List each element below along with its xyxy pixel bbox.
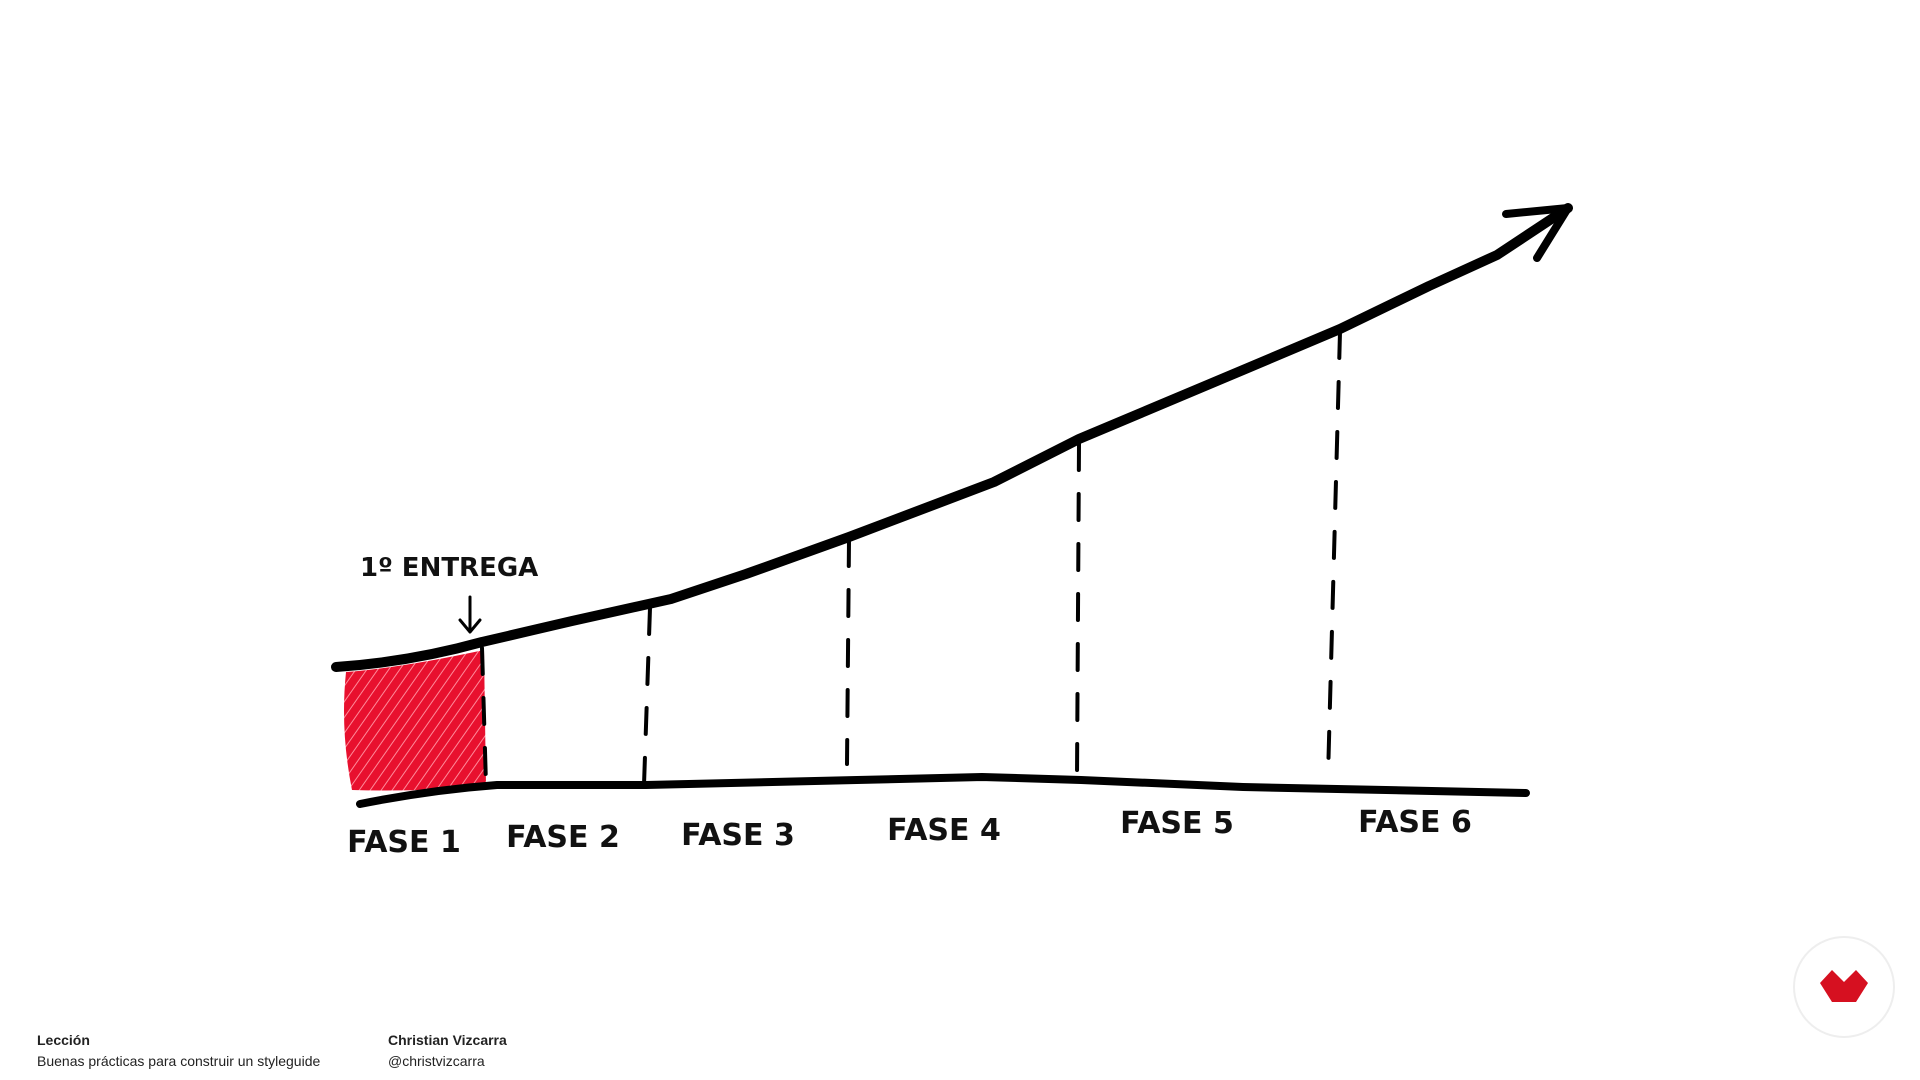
arrow-head [1502,204,1572,262]
author: Christian Vizcarra [388,1032,507,1048]
divider [1326,330,1342,779]
phase-label: FASE 2 [506,820,620,855]
phase-label: FASE 4 [887,813,1001,848]
phase-label: FASE 6 [1358,805,1472,840]
growth-curve [331,203,1573,672]
phase-dividers [480,330,1342,787]
phase-labels: FASE 1 FASE 2 FASE 3 FASE 4 FASE 5 FASE 6 [347,805,1472,860]
phase-label: FASE 1 [347,825,461,860]
lesson-info: Lección Buenas prácticas para construir … [37,1030,320,1072]
baseline [356,773,1530,808]
divider [1075,442,1081,779]
annotation: 1º ENTREGA [360,553,538,583]
phase-label: FASE 3 [681,818,795,853]
logo [1820,970,1868,1002]
first-delivery-area [344,650,486,791]
divider [480,646,488,787]
divider [845,538,851,766]
lesson-title: Buenas prácticas para construir un style… [37,1053,321,1069]
phase-label: FASE 5 [1120,806,1234,841]
handle: @christvizcarra [388,1053,485,1069]
author-info: Christian Vizcarra @christvizcarra [388,1030,507,1072]
lesson-label: Lección [37,1032,90,1048]
annotation-arrow [458,595,482,634]
divider [642,606,652,787]
